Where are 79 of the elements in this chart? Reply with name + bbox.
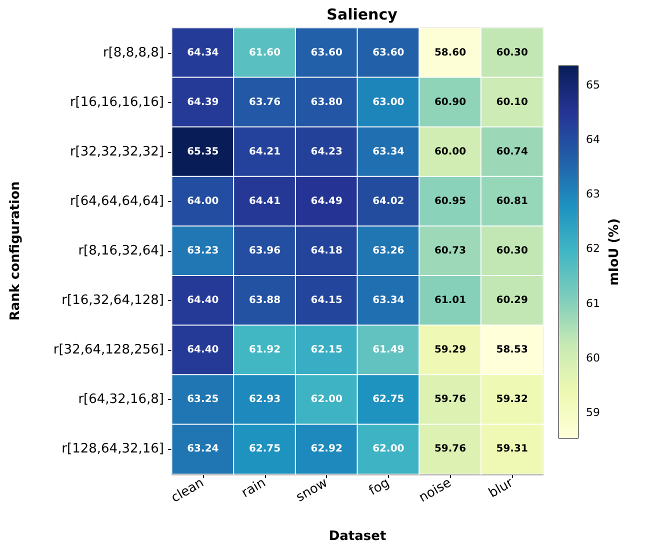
data-label: 59.76 xyxy=(434,394,466,406)
y-tick-label: r[16,16,16,16] xyxy=(70,94,164,110)
data-label: 58.53 xyxy=(496,344,528,356)
data-label: 62.75 xyxy=(372,394,404,406)
data-label: 61.92 xyxy=(248,344,281,356)
data-label: 63.23 xyxy=(187,246,219,256)
data-label: 64.23 xyxy=(310,146,342,158)
data-label: 63.24 xyxy=(187,444,219,455)
data-label: 62.00 xyxy=(310,394,342,406)
data-label: 60.30 xyxy=(496,246,528,256)
x-tick-label: rain xyxy=(239,476,268,502)
data-label: 60.29 xyxy=(496,295,528,306)
y-tick-label: r[32,64,128,256] xyxy=(53,342,164,358)
y-tick-label: r[128,64,32,16] xyxy=(62,442,164,457)
data-label: 64.00 xyxy=(187,196,219,207)
x-tick-label: blur xyxy=(486,475,516,502)
color-bar-title: mIoU (%) xyxy=(607,218,622,286)
y-tick-label: r[8,16,32,64] xyxy=(78,244,164,258)
chart-title: Saliency xyxy=(326,6,398,24)
data-label: 64.34 xyxy=(187,47,219,58)
data-label: 60.00 xyxy=(434,146,466,158)
x-axis-title: Dataset xyxy=(328,529,386,544)
data-label: 60.74 xyxy=(496,146,528,158)
data-label: 63.96 xyxy=(248,246,281,256)
data-label: 60.81 xyxy=(496,196,528,207)
color-bar-label: 60 xyxy=(586,351,600,364)
data-label: 60.73 xyxy=(434,246,466,256)
color-bar-label: 61 xyxy=(586,296,600,310)
data-label: 59.76 xyxy=(434,444,466,455)
data-label: 63.34 xyxy=(372,146,404,158)
y-tick-label: r[64,32,16,8] xyxy=(78,392,164,408)
data-label: 64.02 xyxy=(372,196,404,207)
data-label: 64.40 xyxy=(187,344,219,356)
data-label: 59.32 xyxy=(496,394,528,406)
data-label: 64.49 xyxy=(310,196,342,207)
y-tick-label: r[64,64,64,64] xyxy=(70,194,164,209)
data-label: 62.15 xyxy=(310,344,342,356)
color-bar-label: 65 xyxy=(586,78,600,92)
color-bar-label: 63 xyxy=(586,188,600,201)
data-label: 63.60 xyxy=(310,47,342,58)
data-label: 64.18 xyxy=(310,246,342,256)
data-label: 61.60 xyxy=(248,47,281,58)
data-label: 62.75 xyxy=(248,444,281,455)
data-label: 63.76 xyxy=(248,96,281,108)
data-label: 59.31 xyxy=(496,444,528,455)
data-label: 63.88 xyxy=(248,295,281,306)
color-bar-label: 59 xyxy=(586,406,600,419)
y-axis-title: Rank configuration xyxy=(8,181,23,321)
color-bar-label: 62 xyxy=(586,242,600,256)
data-label: 60.30 xyxy=(496,47,528,58)
data-label: 64.15 xyxy=(310,295,342,306)
data-label: 65.35 xyxy=(187,146,219,158)
data-label: 58.60 xyxy=(434,47,466,58)
data-label: 64.40 xyxy=(187,295,219,306)
data-label: 63.00 xyxy=(372,96,404,108)
data-label: 59.29 xyxy=(434,344,466,356)
data-label: 62.92 xyxy=(310,444,342,455)
y-tick-label: r[16,32,64,128] xyxy=(62,293,164,308)
data-label: 64.21 xyxy=(248,146,281,158)
y-tick-label: r[8,8,8,8] xyxy=(103,45,164,60)
x-tick-label: clean xyxy=(168,476,207,506)
color-bar-label: 64 xyxy=(586,133,600,146)
data-label: 62.93 xyxy=(248,394,281,406)
data-label: 63.80 xyxy=(310,96,342,108)
data-label: 61.01 xyxy=(434,295,466,306)
data-label: 60.10 xyxy=(496,96,528,108)
data-label: 61.49 xyxy=(372,344,404,356)
x-tick-label: noise xyxy=(416,476,454,506)
data-label: 63.25 xyxy=(187,394,219,406)
data-label: 63.60 xyxy=(372,47,404,58)
data-label: 63.26 xyxy=(372,246,404,256)
data-label: 60.90 xyxy=(434,96,466,108)
data-label: 64.39 xyxy=(187,96,219,108)
data-label: 64.41 xyxy=(248,196,281,207)
data-label: 62.00 xyxy=(372,444,404,455)
y-tick-label: r[32,32,32,32] xyxy=(70,144,164,160)
data-label: 60.95 xyxy=(434,196,466,207)
x-tick-label: fog xyxy=(366,476,392,499)
data-label: 63.34 xyxy=(372,295,404,306)
